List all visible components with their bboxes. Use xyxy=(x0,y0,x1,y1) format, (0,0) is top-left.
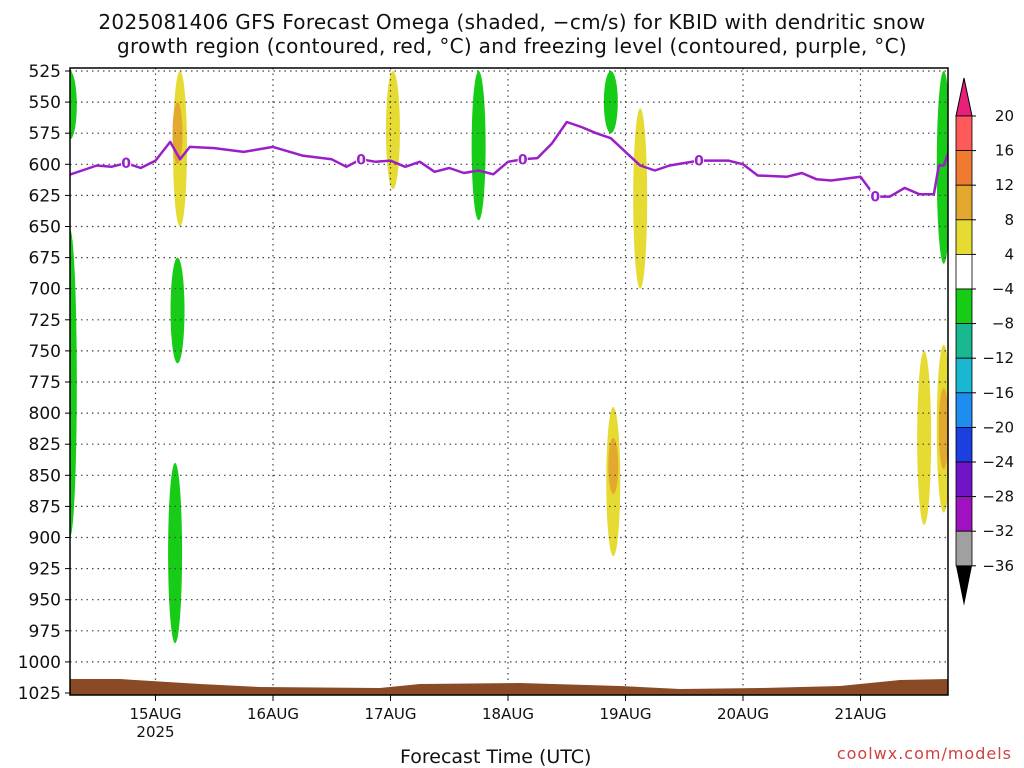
omega-region xyxy=(170,257,185,364)
colorbar-top-arrow xyxy=(955,77,973,117)
colorbar-label: 20 xyxy=(995,107,1014,125)
y-tick-label: 700 xyxy=(29,280,61,300)
x-tick-label: 20AUG xyxy=(717,705,769,723)
y-tick-label: 600 xyxy=(29,155,61,175)
y-tick-label: 675 xyxy=(29,249,61,269)
omega-region xyxy=(633,108,648,289)
colorbar-swatch xyxy=(955,288,973,324)
freezing-level-label: 0 xyxy=(356,152,366,168)
y-tick-label: 1000 xyxy=(18,653,61,673)
y-tick-label: 975 xyxy=(29,622,61,642)
colorbar-bottom-arrow xyxy=(956,565,972,606)
y-tick-label: 875 xyxy=(29,497,61,517)
credit-text: coolwx.com/models xyxy=(836,744,1012,763)
freezing-level-label: 0 xyxy=(870,190,880,206)
freezing-level-label: 0 xyxy=(121,156,131,172)
omega-region xyxy=(608,437,619,494)
colorbar-swatch xyxy=(955,496,973,532)
omega-region xyxy=(917,350,932,526)
colorbar-swatch xyxy=(955,392,973,428)
colorbar-label: −16 xyxy=(982,384,1014,402)
colorbar-label: −20 xyxy=(982,418,1014,436)
colorbar-swatch xyxy=(955,357,973,394)
y-tick-label: 575 xyxy=(29,124,61,144)
y-tick-label: 750 xyxy=(29,342,61,362)
omega-region xyxy=(70,71,77,140)
freezing-label-bg xyxy=(121,155,132,171)
omega-region xyxy=(385,71,400,190)
colorbar: 20 16 12 8 4 −4 −8 −12 −16 −20 −24 −28 −32 −36 xyxy=(955,77,1014,606)
chart-title-line-2: growth region (contoured, red, °C) and f… xyxy=(117,34,907,58)
colorbar-swatch xyxy=(955,530,973,567)
y-tick-label: 650 xyxy=(29,218,61,238)
colorbar-label: −36 xyxy=(982,557,1014,575)
omega-shading xyxy=(70,71,948,644)
terrain-area xyxy=(70,679,948,695)
colorbar-swatch xyxy=(955,219,973,255)
y-tick-label: 800 xyxy=(29,404,61,424)
y-tick-label: 625 xyxy=(29,186,61,206)
x-tick-label: 18AUG xyxy=(482,705,534,723)
chart-title-line-1: 2025081406 GFS Forecast Omega (shaded, −… xyxy=(98,10,926,34)
y-tick-label: 950 xyxy=(29,591,61,611)
colorbar-swatch xyxy=(955,461,973,497)
y-tick-label: 825 xyxy=(29,435,61,455)
omega-region xyxy=(168,462,183,644)
freezing-level-label: 0 xyxy=(694,154,704,170)
y-tick-label: 1025 xyxy=(18,684,61,704)
omega-region xyxy=(471,71,486,221)
colorbar-swatch xyxy=(955,184,973,221)
colorbar-swatch xyxy=(955,253,973,290)
omega-region xyxy=(936,71,948,264)
y-tick-label: 850 xyxy=(29,466,61,486)
y-tick-label: 525 xyxy=(29,62,61,82)
colorbar-label: 16 xyxy=(995,142,1014,160)
colorbar-label: 8 xyxy=(1004,211,1014,229)
x-tick-label: 21AUG xyxy=(835,705,887,723)
freezing-level-label: 0 xyxy=(518,152,528,168)
freezing-label-bg xyxy=(693,152,704,168)
y-axis-ticks: 525 550 575 600 625 650 675 700 725 750 775 800 825 8… xyxy=(18,62,70,704)
colorbar-swatch xyxy=(955,323,973,359)
y-tick-label: 925 xyxy=(29,560,61,580)
y-tick-label: 550 xyxy=(29,93,61,113)
freezing-level-line xyxy=(70,120,948,198)
y-tick-label: 725 xyxy=(29,311,61,331)
x-tick-label: 16AUG xyxy=(247,705,299,723)
x-tick-sublabel: 2025 xyxy=(136,723,174,741)
freezing-label-bg xyxy=(870,188,881,204)
colorbar-label: 4 xyxy=(1004,245,1014,263)
colorbar-label: −32 xyxy=(982,522,1014,540)
colorbar-swatch xyxy=(955,115,973,151)
freezing-level-contour: 0 0 0 0 0 xyxy=(70,120,948,206)
x-tick-label: 15AUG xyxy=(130,705,182,723)
omega-region xyxy=(70,229,77,538)
colorbar-label: 12 xyxy=(995,176,1014,194)
x-axis-label: Forecast Time (UTC) xyxy=(400,746,592,768)
y-tick-label: 900 xyxy=(29,529,61,549)
terrain-fill xyxy=(70,679,948,695)
y-tick-label: 775 xyxy=(29,373,61,393)
colorbar-label: −12 xyxy=(982,349,1014,367)
omega-region xyxy=(938,388,948,470)
freezing-label-bg xyxy=(517,151,528,167)
colorbar-label: −8 xyxy=(992,315,1014,333)
colorbar-label: −28 xyxy=(982,488,1014,506)
x-tick-label: 17AUG xyxy=(365,705,417,723)
colorbar-label: −4 xyxy=(992,280,1014,298)
colorbar-swatch xyxy=(955,150,973,186)
colorbar-swatch xyxy=(955,426,973,463)
freezing-label-bg xyxy=(356,151,367,167)
omega-region xyxy=(603,71,618,134)
x-tick-label: 19AUG xyxy=(600,705,652,723)
colorbar-label: −24 xyxy=(982,453,1014,471)
